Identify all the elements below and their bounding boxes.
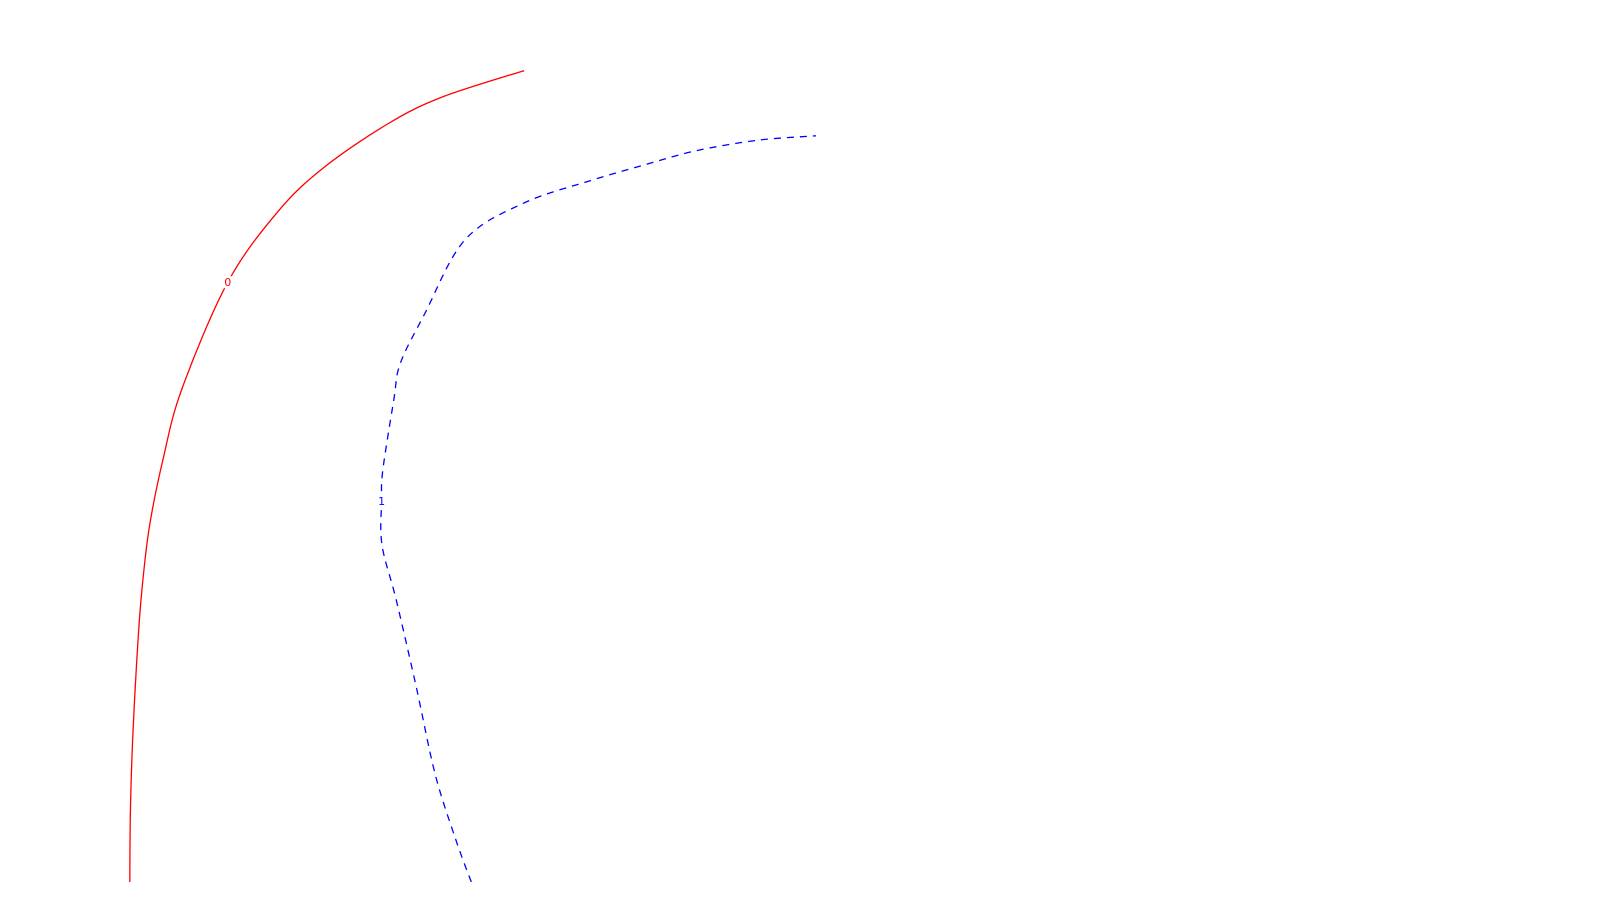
contour-line-1 — [380, 135, 816, 883]
contour-label-gap-0 — [223, 276, 232, 289]
contour-lines-layer: 01 — [129, 69, 816, 883]
contour-label-1: 1 — [378, 495, 385, 508]
contour-label-0: 0 — [224, 276, 231, 289]
contour-line-0 — [129, 69, 525, 883]
contour-label-gap-1 — [377, 495, 386, 507]
